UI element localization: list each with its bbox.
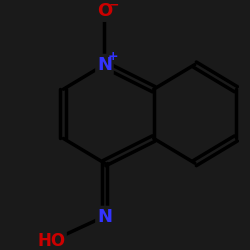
Text: N: N — [97, 56, 112, 74]
Text: N: N — [97, 208, 112, 226]
Text: +: + — [107, 50, 118, 63]
Text: O: O — [97, 2, 112, 20]
Text: −: − — [108, 0, 119, 12]
Text: HO: HO — [37, 232, 65, 250]
